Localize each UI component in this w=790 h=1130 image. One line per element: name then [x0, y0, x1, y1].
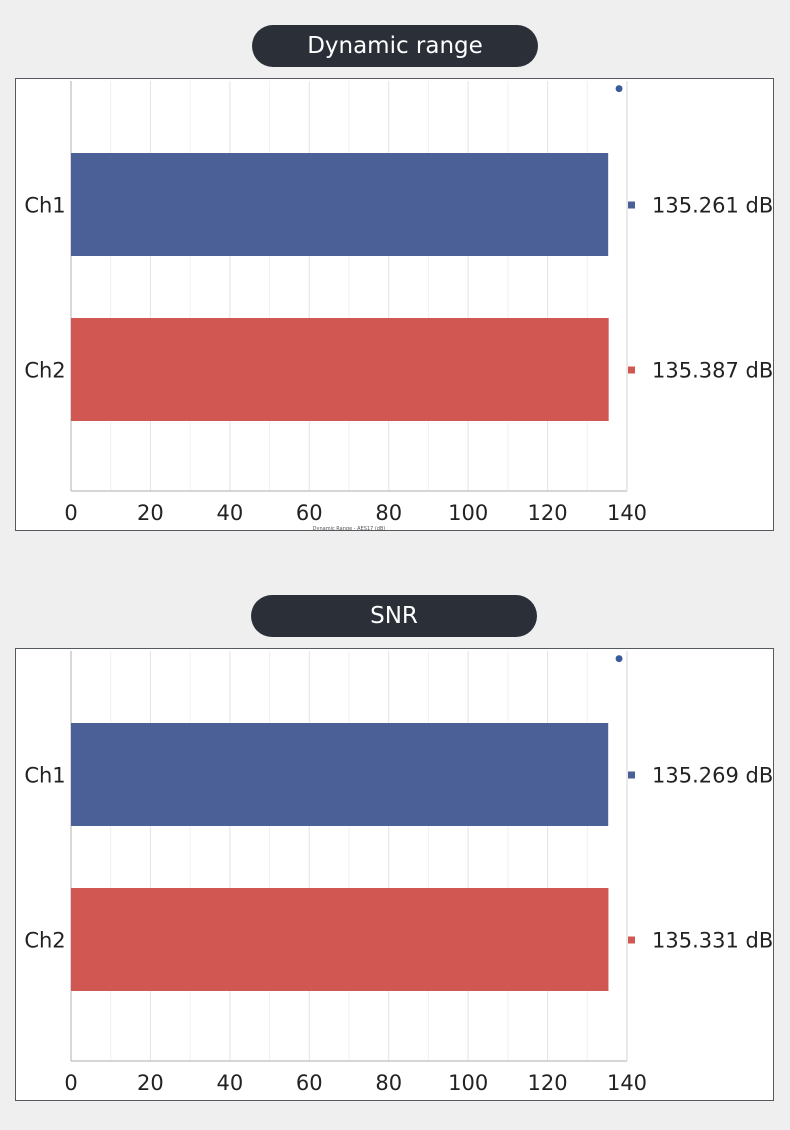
x-tick-label: 20 — [137, 1071, 164, 1095]
legend-marker-ch1 — [628, 771, 635, 779]
bar-ch1 — [71, 153, 609, 256]
chart-title-snr: SNR — [251, 595, 537, 637]
x-tick-label: 60 — [296, 501, 323, 525]
dynamic-range-chart: ● Ch1 135.261 dB Ch2 135.387 dB 0 20 40 60 80 100 1… — [24, 81, 773, 532]
ap-logo-icon: ● — [615, 654, 623, 664]
bar-ch2 — [71, 318, 609, 421]
legend-marker-ch1 — [628, 201, 635, 209]
snr-chart: ● Ch1 135.269 dB Ch2 135.331 dB 0 20 40 60 80 100 1… — [24, 651, 773, 1095]
x-tick-label: 40 — [216, 1071, 243, 1095]
category-label-ch1: Ch1 — [24, 764, 65, 788]
value-label-ch2: 135.387 dB — [652, 359, 773, 383]
x-tick-label: 0 — [64, 1071, 77, 1095]
ap-logo-icon: ● — [615, 84, 623, 94]
category-label-ch1: Ch1 — [24, 194, 65, 218]
x-tick-label: 60 — [296, 1071, 323, 1095]
value-label-ch1: 135.269 dB — [652, 764, 773, 788]
x-tick-label: 20 — [137, 501, 164, 525]
legend-marker-ch2 — [628, 366, 635, 374]
x-tick-label: 100 — [448, 1071, 488, 1095]
x-tick-label: 0 — [64, 501, 77, 525]
value-label-ch2: 135.331 dB — [652, 929, 773, 953]
bar-ch2 — [71, 888, 609, 991]
value-label-ch1: 135.261 dB — [652, 194, 773, 218]
chart-title-dynamic-range: Dynamic range — [252, 25, 538, 67]
x-tick-label: 120 — [528, 1071, 568, 1095]
bar-ch1 — [71, 723, 609, 826]
category-label-ch2: Ch2 — [24, 359, 65, 383]
snr-chart-panel: ● Ch1 135.269 dB Ch2 135.331 dB 0 20 40 60 80 100 1… — [15, 648, 774, 1101]
x-tick-label: 140 — [607, 501, 647, 525]
dynamic-range-chart-panel: ● Ch1 135.261 dB Ch2 135.387 dB 0 20 40 60 80 100 1… — [15, 78, 774, 532]
x-tick-label: 140 — [607, 1071, 647, 1095]
legend-marker-ch2 — [628, 936, 635, 944]
category-label-ch2: Ch2 — [24, 929, 65, 953]
x-axis-title: Dynamic Range - AES17 (dB) — [313, 526, 386, 532]
x-tick-label: 40 — [216, 501, 243, 525]
x-tick-label: 120 — [528, 501, 568, 525]
x-tick-label: 80 — [375, 501, 402, 525]
x-tick-label: 100 — [448, 501, 488, 525]
x-tick-label: 80 — [375, 1071, 402, 1095]
